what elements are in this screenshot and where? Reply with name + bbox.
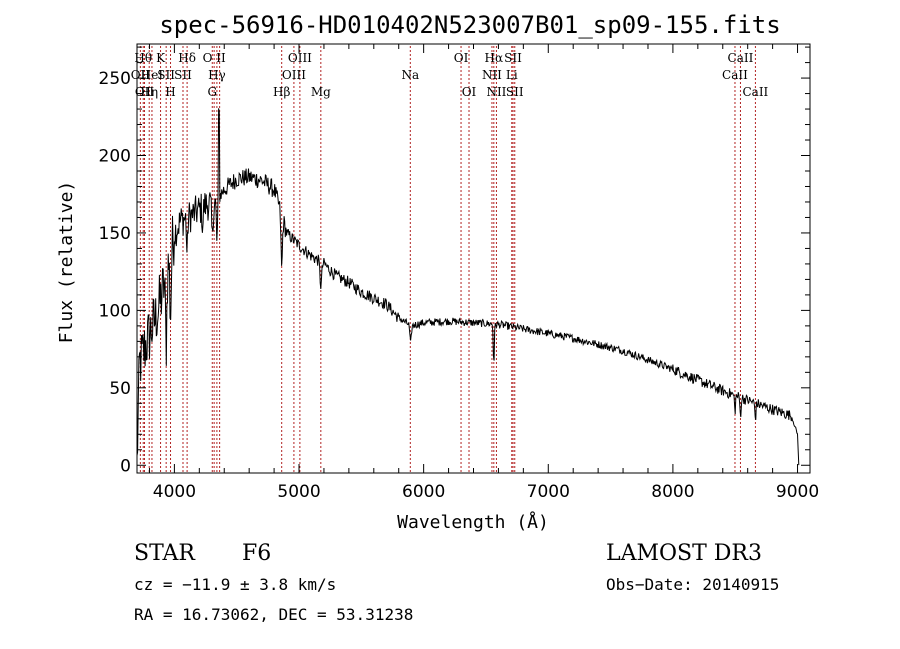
y-axis-label: Flux (relative) [56,181,77,344]
axis-ticks [137,44,810,473]
radial-velocity: cz = −11.9 ± 3.8 km/s [134,575,336,594]
line-marker-label: OI [462,85,477,99]
line-marker-label: CaII [722,68,748,82]
line-marker-label: O II [203,51,226,65]
line-marker-label: CaII [742,85,768,99]
x-tick-label: 4000 [153,482,196,502]
spectrum-line [136,108,800,466]
line-marker-label: SII [504,51,522,65]
y-tick-label: 50 [109,379,131,399]
y-tick-label: 100 [99,301,131,321]
y-tick-label: 250 [99,69,131,89]
line-marker-label: Na [401,68,419,82]
line-marker-label: SII [157,68,175,82]
line-marker-label: CaII [728,51,754,65]
x-tick-label: 6000 [402,482,445,502]
line-markers [139,46,756,473]
axis-tick-labels: 4000 5000 6000 7000 8000 9000 0 50 100 150 200 250 [99,69,820,502]
line-marker-label: HeI [141,68,164,82]
line-marker-label: SII [174,68,192,82]
plot-frame [136,43,811,474]
object-class: STAR [134,541,196,566]
line-marker-label: SII [506,85,524,99]
line-marker-label: Mg [311,85,331,99]
line-marker-label: Hα [485,51,504,65]
y-tick-label: 200 [99,147,131,167]
x-tick-label: 5000 [277,482,320,502]
line-marker-label: Hβ [273,85,290,99]
line-marker-label: OIII [288,51,312,65]
sky-coordinates: RA = 16.73062, DEC = 53.31238 [134,605,413,624]
y-tick-label: 0 [120,456,131,476]
line-marker-label: OIII [282,68,306,82]
object-subclass: F6 [242,541,271,566]
line-marker-label: NII [486,85,506,99]
line-marker-label: Hγ [208,68,226,82]
line-marker-label: OI [454,51,469,65]
line-marker-label: Hδ [178,51,196,65]
line-marker-label: H [165,85,175,99]
chart-title: spec-56916-HD010402N523007B01_sp09-155.f… [159,11,780,39]
line-marker-label: Hθ [134,51,152,65]
x-tick-label: 8000 [651,482,694,502]
line-marker-label: K [156,51,166,65]
line-marker-label: Hη [140,85,158,99]
line-marker-label: Li [506,68,518,82]
line-marker-label: NII [482,68,502,82]
y-tick-label: 150 [99,224,131,244]
survey-name: LAMOST DR3 [606,541,762,566]
observation-date: Obs−Date: 20140915 [606,575,779,594]
x-tick-label: 9000 [776,482,819,502]
line-marker-label: OII [135,85,155,99]
line-marker-label: G [207,85,217,99]
x-tick-label: 7000 [527,482,570,502]
x-axis-label: Wavelength (Å) [397,511,549,533]
